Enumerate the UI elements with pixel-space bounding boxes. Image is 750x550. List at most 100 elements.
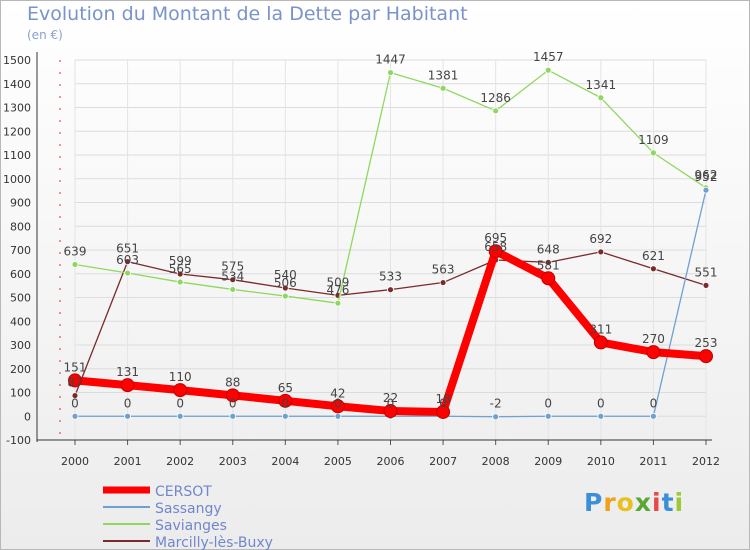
y-tick-label: 300: [10, 339, 31, 352]
x-tick-label: 2011: [639, 455, 667, 468]
data-label: 952: [695, 170, 718, 184]
brand-letter: t: [661, 488, 675, 517]
data-label: 695: [484, 231, 507, 245]
data-point: [278, 393, 293, 408]
data-point: [68, 373, 82, 388]
data-point: [387, 286, 394, 294]
data-label: 0: [439, 396, 447, 410]
data-label: 692: [589, 232, 612, 246]
data-label: 506: [274, 276, 297, 290]
legend-label: CERSOT: [155, 484, 212, 500]
legend-label: Sassangy: [155, 501, 222, 517]
brand-letter: r: [603, 488, 617, 517]
y-tick-label: 1400: [3, 78, 31, 91]
data-point: [334, 412, 342, 420]
data-label: 253: [695, 336, 718, 350]
brand-letter: o: [616, 488, 635, 517]
x-tick-label: 2000: [61, 455, 89, 468]
data-point: [176, 270, 184, 278]
data-point: [544, 258, 552, 266]
y-tick-label: 500: [10, 292, 31, 305]
data-point: [597, 412, 605, 420]
data-point: [281, 412, 289, 420]
legend-label: Savianges: [155, 518, 227, 534]
data-label: 0: [124, 396, 132, 410]
data-point: [702, 186, 710, 194]
data-point: [281, 284, 289, 292]
y-tick-label: 1100: [3, 149, 31, 162]
data-label: 42: [330, 386, 345, 400]
x-tick-label: 2012: [692, 455, 720, 468]
data-point: [439, 279, 447, 286]
data-point: [593, 335, 608, 350]
chart-subtitle: (en €): [27, 28, 63, 42]
y-tick-label: 800: [10, 220, 31, 233]
data-labels: 151 131 110 88 65 42 22 18 695 581 311 270 253 0 0 0 0 0 0…: [64, 50, 718, 411]
y-tick-label: 1500: [3, 54, 31, 67]
data-label: 0: [650, 396, 658, 410]
data-point: [124, 269, 131, 277]
data-point: [541, 271, 556, 286]
data-point: [330, 399, 345, 414]
data-label: 603: [116, 253, 139, 267]
data-label: 65: [278, 381, 293, 395]
y-tick-label: -100: [6, 434, 31, 447]
data-label: 1457: [533, 50, 564, 64]
data-point: [597, 248, 605, 256]
proxiti-logo: Proxiti: [584, 488, 684, 517]
data-label: 0: [229, 396, 237, 410]
data-label: 110: [169, 370, 192, 384]
brand-letter: i: [652, 488, 662, 517]
data-label: 0: [71, 396, 79, 410]
data-label: 22: [383, 391, 398, 405]
x-tick-label: 2005: [324, 455, 352, 468]
data-label: 639: [64, 244, 87, 258]
data-point: [281, 292, 289, 300]
x-tick-label: 2004: [271, 455, 299, 468]
data-point: [699, 349, 713, 364]
data-point: [71, 261, 79, 268]
data-label: 565: [169, 262, 192, 276]
x-tick-label: 2002: [166, 455, 194, 468]
data-point: [650, 149, 657, 157]
data-label: 1381: [428, 68, 459, 82]
data-point: [439, 84, 447, 92]
data-point: [492, 413, 500, 421]
data-label: 575: [221, 260, 244, 274]
y-tick-label: 900: [10, 197, 31, 210]
x-tick-label: 2008: [482, 455, 510, 468]
data-point: [71, 392, 79, 399]
data-label: 0: [597, 396, 605, 410]
data-point: [225, 388, 240, 403]
data-label: 534: [221, 269, 244, 283]
brand-letter: i: [674, 488, 685, 517]
data-point: [229, 276, 237, 284]
data-point: [702, 281, 710, 289]
data-point: [436, 404, 451, 419]
data-point: [650, 265, 657, 273]
data-label: 1447: [375, 53, 406, 67]
data-point: [492, 107, 500, 115]
data-label: 476: [326, 283, 349, 297]
data-label: 0: [176, 396, 184, 410]
data-label: 599: [169, 254, 192, 268]
legend-label: Marcilly-lès-Buxy: [155, 535, 273, 550]
data-label: 533: [379, 270, 402, 284]
data-label: 18: [435, 392, 450, 406]
data-label: 0: [334, 396, 342, 410]
y-tick-label: 100: [10, 387, 31, 400]
y-tick-label: 700: [10, 244, 31, 257]
data-point: [488, 244, 503, 259]
data-label: 1286: [480, 91, 511, 105]
x-tick-label: 2007: [429, 455, 457, 468]
data-label: 509: [326, 275, 349, 289]
data-label: 131: [116, 365, 139, 379]
data-label: 540: [274, 268, 297, 282]
y-tick-label: 600: [10, 268, 31, 281]
data-point: [71, 412, 79, 420]
data-label: 962: [695, 168, 718, 182]
data-point: [176, 412, 184, 420]
y-tick-label: 1200: [3, 125, 31, 138]
data-label: 311: [589, 322, 612, 336]
